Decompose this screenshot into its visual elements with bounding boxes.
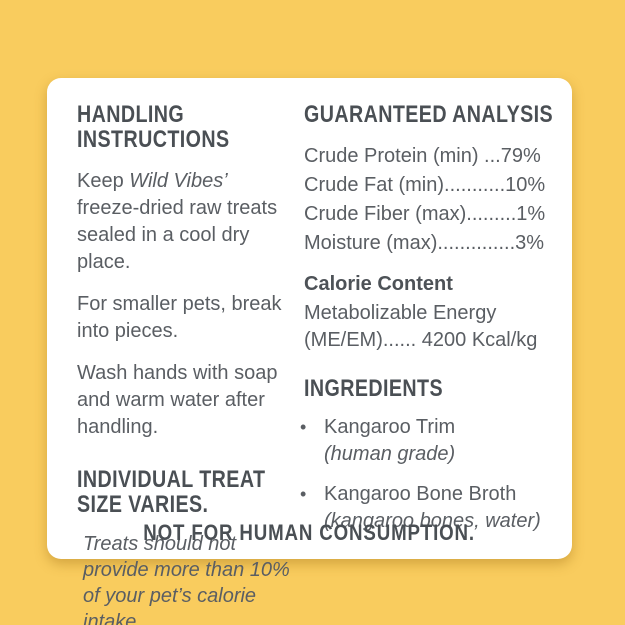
treat-size-title: INDIVIDUAL TREAT SIZE VARIES. [77, 467, 291, 518]
brand-name: Wild Vibes’ [129, 169, 228, 192]
treat-size-title-text: INDIVIDUAL TREAT SIZE VARIES. [77, 465, 266, 519]
storage-instruction-prefix: Keep [77, 169, 130, 192]
analysis-row-crude-fat: Crude Fat (min)...........10% [304, 174, 546, 197]
ingredients-title-text: INGREDIENTS [304, 375, 444, 403]
storage-instruction: Keep Wild Vibes’ freeze-dried raw treats… [77, 168, 291, 276]
calorie-intake-note: Treats should not provide more than 10% … [83, 532, 290, 625]
ingredient-detail: (human grade) [324, 442, 456, 465]
smaller-pets-instruction: For smaller pets, break into pieces. [77, 292, 282, 342]
left-column: HANDLING INSTRUCTIONS Keep Wild Vibes’ f… [77, 102, 291, 625]
guaranteed-analysis-table: Crude Protein (min) ...79% Crude Fat (mi… [304, 142, 556, 258]
metabolizable-energy-line: Metabolizable Energy (ME/EM)...... 4200 … [304, 302, 538, 352]
right-column: GUARANTEED ANALYSIS Crude Protein (min) … [300, 101, 556, 535]
wash-hands-instruction: Wash hands with soap and warm water afte… [77, 361, 278, 438]
storage-instruction-suffix: freeze-dried raw treats sealed in a cool… [77, 196, 278, 273]
bullet-icon: • [300, 416, 307, 437]
analysis-row-crude-protein: Crude Protein (min) ...79% [304, 145, 541, 168]
bullet-icon: • [300, 483, 307, 504]
label-card: HANDLING INSTRUCTIONS Keep Wild Vibes’ f… [47, 78, 572, 625]
guaranteed-analysis-title: GUARANTEED ANALYSIS [304, 101, 556, 128]
calorie-content-title: Calorie Content [304, 273, 453, 296]
analysis-row-crude-fiber: Crude Fiber (max).........1% [304, 203, 546, 226]
ingredient-name: Kangaroo Trim [324, 415, 456, 438]
warning-text: NOT FOR HUMAN CONSUMPTION. [143, 520, 476, 545]
handling-instructions-title-text: HANDLING INSTRUCTIONS [77, 101, 230, 154]
handling-instructions-title: HANDLING INSTRUCTIONS [77, 102, 291, 153]
ingredients-list: • Kangaroo Trim (human grade) • Kangaroo… [300, 414, 556, 535]
ingredient-name: Kangaroo Bone Broth [324, 482, 517, 505]
ingredients-title: INGREDIENTS [304, 375, 556, 403]
not-for-human-consumption-warning: NOT FOR HUMAN CONSUMPTION. [47, 520, 572, 546]
analysis-row-moisture: Moisture (max)..............3% [304, 232, 545, 255]
guaranteed-analysis-title-text: GUARANTEED ANALYSIS [304, 101, 554, 128]
ingredient-detail: (kangaroo bones, water) [324, 509, 541, 532]
list-item: • Kangaroo Trim (human grade) [300, 414, 556, 468]
list-item: • Kangaroo Bone Broth (kangaroo bones, w… [300, 481, 556, 535]
